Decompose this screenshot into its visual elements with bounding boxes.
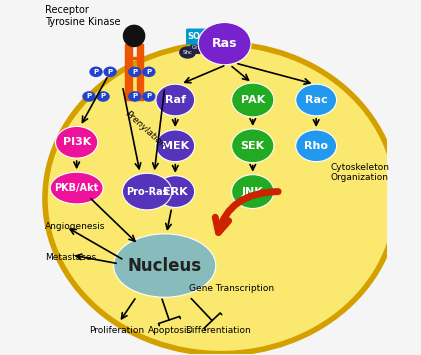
Circle shape (123, 25, 145, 47)
Text: Raf: Raf (165, 95, 186, 105)
Text: Metastases: Metastases (45, 253, 96, 262)
Ellipse shape (156, 130, 195, 162)
Text: P: P (132, 69, 137, 75)
Bar (136, 44, 143, 100)
Text: Nucleus: Nucleus (128, 257, 202, 274)
Text: Differentiation: Differentiation (185, 326, 250, 335)
Ellipse shape (114, 234, 216, 297)
Text: Gene Transcription: Gene Transcription (189, 284, 274, 293)
Ellipse shape (142, 66, 155, 77)
Bar (125, 44, 132, 100)
Ellipse shape (232, 129, 274, 163)
Text: P: P (132, 93, 137, 99)
Text: P: P (107, 69, 113, 75)
Ellipse shape (50, 172, 103, 204)
Ellipse shape (189, 42, 207, 54)
Ellipse shape (82, 91, 96, 102)
Text: P: P (147, 93, 152, 99)
Text: Grb2: Grb2 (192, 45, 205, 50)
Ellipse shape (128, 66, 141, 77)
Ellipse shape (56, 126, 98, 158)
Text: PAK: PAK (241, 95, 265, 105)
Ellipse shape (45, 44, 397, 354)
Text: P: P (86, 93, 91, 99)
Text: Prenylation: Prenylation (124, 110, 168, 151)
Text: PKB/Akt: PKB/Akt (55, 183, 99, 193)
Text: P: P (101, 93, 106, 99)
Ellipse shape (232, 83, 274, 117)
Ellipse shape (128, 91, 141, 102)
Ellipse shape (104, 66, 117, 77)
Text: JNK: JNK (242, 187, 264, 197)
Ellipse shape (156, 84, 195, 116)
Ellipse shape (179, 46, 196, 59)
Text: Cytoskeleton
Organization: Cytoskeleton Organization (330, 163, 389, 182)
Text: PI3K: PI3K (63, 137, 91, 147)
Text: Proliferation: Proliferation (90, 326, 145, 335)
Text: P: P (93, 69, 99, 75)
Text: P: P (147, 69, 152, 75)
Ellipse shape (96, 91, 110, 102)
Text: Pro-Ras: Pro-Ras (126, 187, 168, 197)
Text: ERK: ERK (163, 187, 188, 197)
Text: Shc: Shc (183, 50, 192, 55)
Text: SEK: SEK (241, 141, 265, 151)
Ellipse shape (123, 173, 172, 210)
Ellipse shape (296, 130, 337, 162)
Text: Angiogenesis: Angiogenesis (45, 222, 105, 231)
Ellipse shape (296, 84, 337, 116)
Text: Apoptosis: Apoptosis (148, 326, 192, 335)
Text: SOS: SOS (188, 32, 207, 41)
Text: Ras: Ras (212, 37, 237, 50)
Ellipse shape (232, 175, 274, 208)
FancyBboxPatch shape (186, 28, 208, 45)
Text: Receptor
Tyrosine Kinase: Receptor Tyrosine Kinase (45, 5, 120, 27)
Ellipse shape (89, 66, 103, 77)
Text: Rho: Rho (304, 141, 328, 151)
Ellipse shape (156, 176, 195, 207)
Text: Rac: Rac (305, 95, 328, 105)
Text: MEK: MEK (162, 141, 189, 151)
Ellipse shape (142, 91, 155, 102)
Ellipse shape (198, 22, 251, 65)
